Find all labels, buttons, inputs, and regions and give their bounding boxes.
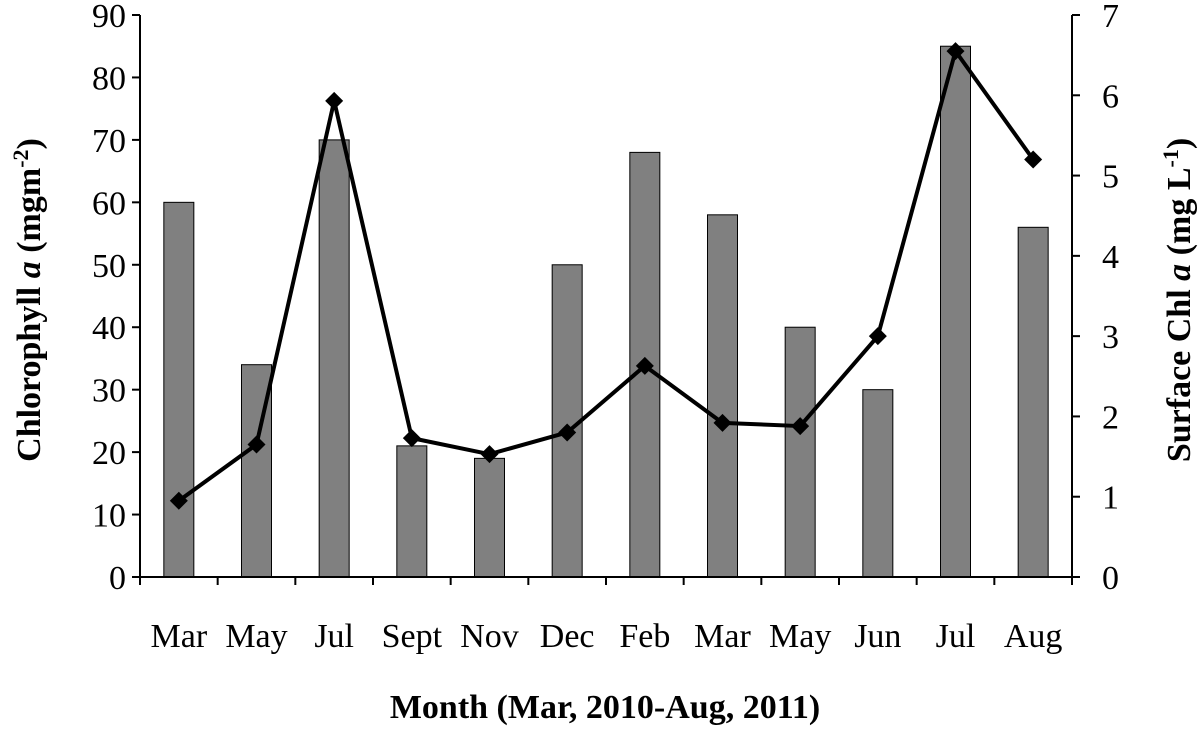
- bar: [784, 326, 816, 578]
- y-axis-left-title: Chlorophyll a (mgm-2): [8, 138, 48, 462]
- bar: [940, 45, 971, 578]
- bar-series: [163, 45, 1049, 578]
- diamond-marker: [480, 445, 499, 464]
- line-series: [169, 42, 1043, 510]
- y-axis-left-title-sup: -2: [8, 149, 33, 167]
- y-left-tick-label: 40: [92, 310, 126, 347]
- x-category-label: May: [769, 618, 831, 655]
- y-axis-right-title: Surface Chl a (mg L-1): [1158, 138, 1198, 462]
- diamond-marker: [868, 327, 887, 346]
- y-right-tick-label: 5: [1102, 159, 1119, 196]
- y-left-tick-label: 70: [92, 123, 126, 160]
- series-line: [177, 49, 1035, 503]
- y-axis-left-title-prefix: Chlorophyll: [11, 278, 48, 462]
- y-left-tick-label: 60: [92, 185, 126, 222]
- y-right-tick-label: 0: [1102, 560, 1119, 597]
- y-left-tick-label: 90: [92, 0, 126, 35]
- y-left-tick-label: 0: [109, 560, 126, 597]
- x-category-label: Sept: [382, 618, 443, 655]
- y-axis-right-title-unit: (mg L: [1161, 168, 1198, 264]
- diamond-marker: [946, 42, 965, 61]
- diamond-marker: [558, 423, 577, 442]
- diamond-marker: [402, 429, 421, 448]
- y-right-tick-label: 2: [1102, 399, 1119, 436]
- diamond-marker: [791, 417, 810, 436]
- y-right-tick-label: 7: [1102, 0, 1119, 35]
- x-category-label: Dec: [540, 618, 595, 655]
- y-left-tick-label: 80: [92, 60, 126, 97]
- bar: [396, 445, 428, 578]
- y-axis-right-title-prefix: Surface Chl: [1161, 281, 1198, 462]
- y-axis-right-title-sup: -1: [1158, 149, 1183, 167]
- diamond-marker: [713, 413, 732, 432]
- y-right-tick-label: 6: [1102, 78, 1119, 115]
- bar: [1017, 226, 1049, 578]
- x-axis-title: Month (Mar, 2010-Aug, 2011): [390, 689, 820, 726]
- bar: [551, 264, 583, 578]
- x-category-label: Nov: [460, 618, 519, 655]
- y-left-tick-label: 30: [92, 373, 126, 410]
- y-left-tick-label: 20: [92, 435, 126, 472]
- diamond-marker: [247, 435, 266, 454]
- y-axis-right-title-italic: a: [1161, 264, 1198, 281]
- tick-labels: 0 10 20 30 40 50 60 70 80 90 0 1 2 3 4 5 6 7 Mar May Jul Sept…: [92, 0, 1119, 655]
- bar: [163, 201, 195, 578]
- x-category-label: Mar: [694, 618, 751, 655]
- x-category-label: Jul: [314, 618, 354, 655]
- bar: [474, 457, 505, 578]
- bar: [862, 389, 894, 578]
- y-right-tick-label: 1: [1102, 480, 1119, 517]
- x-category-label: Jun: [854, 618, 901, 655]
- x-category-label: Feb: [619, 618, 670, 655]
- x-category-label: May: [225, 618, 287, 655]
- diamond-marker: [169, 491, 188, 510]
- bar: [707, 214, 738, 578]
- y-axis-left-title-italic: a: [11, 261, 48, 278]
- diamond-marker: [635, 356, 654, 375]
- y-right-tick-label: 4: [1102, 239, 1119, 276]
- y-left-tick-label: 50: [92, 248, 126, 285]
- x-category-label: Aug: [1004, 618, 1063, 655]
- axes: [132, 14, 1080, 585]
- x-category-label: Mar: [151, 618, 208, 655]
- y-axis-right-title-close: ): [1161, 138, 1198, 149]
- diamond-marker: [1024, 150, 1043, 169]
- bar: [318, 139, 350, 578]
- y-axis-left-title-unit: (mgm: [11, 168, 48, 261]
- diamond-marker: [325, 91, 344, 110]
- y-axis-left-title-close: ): [11, 138, 48, 149]
- y-right-tick-label: 3: [1102, 319, 1119, 356]
- y-left-tick-label: 10: [92, 498, 126, 535]
- x-category-label: Jul: [936, 618, 976, 655]
